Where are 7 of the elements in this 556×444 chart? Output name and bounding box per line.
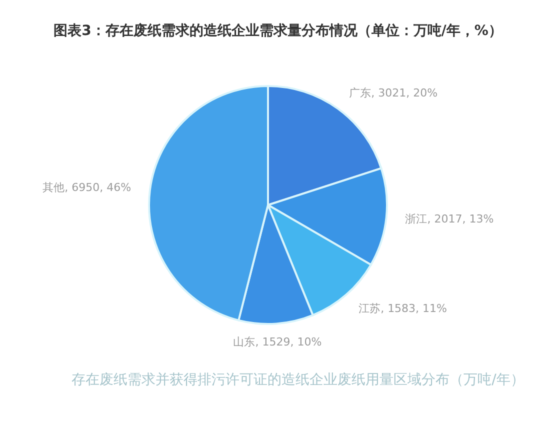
slice-label: 山东, 1529, 10% <box>233 336 322 349</box>
chart-title: 图表3：存在废纸需求的造纸企业需求量分布情况（单位：万吨/年，%） <box>54 22 502 39</box>
slice-label: 其他, 6950, 46% <box>42 180 132 194</box>
slice-label: 广东, 3021, 20% <box>349 86 438 100</box>
slice-label: 江苏, 1583, 11% <box>358 302 448 316</box>
slice-label: 浙江, 2017, 13% <box>405 212 494 226</box>
text: 存在废纸需求并获得排污许可证的造纸企业废纸用量区域分布（万吨/年） <box>72 372 524 388</box>
